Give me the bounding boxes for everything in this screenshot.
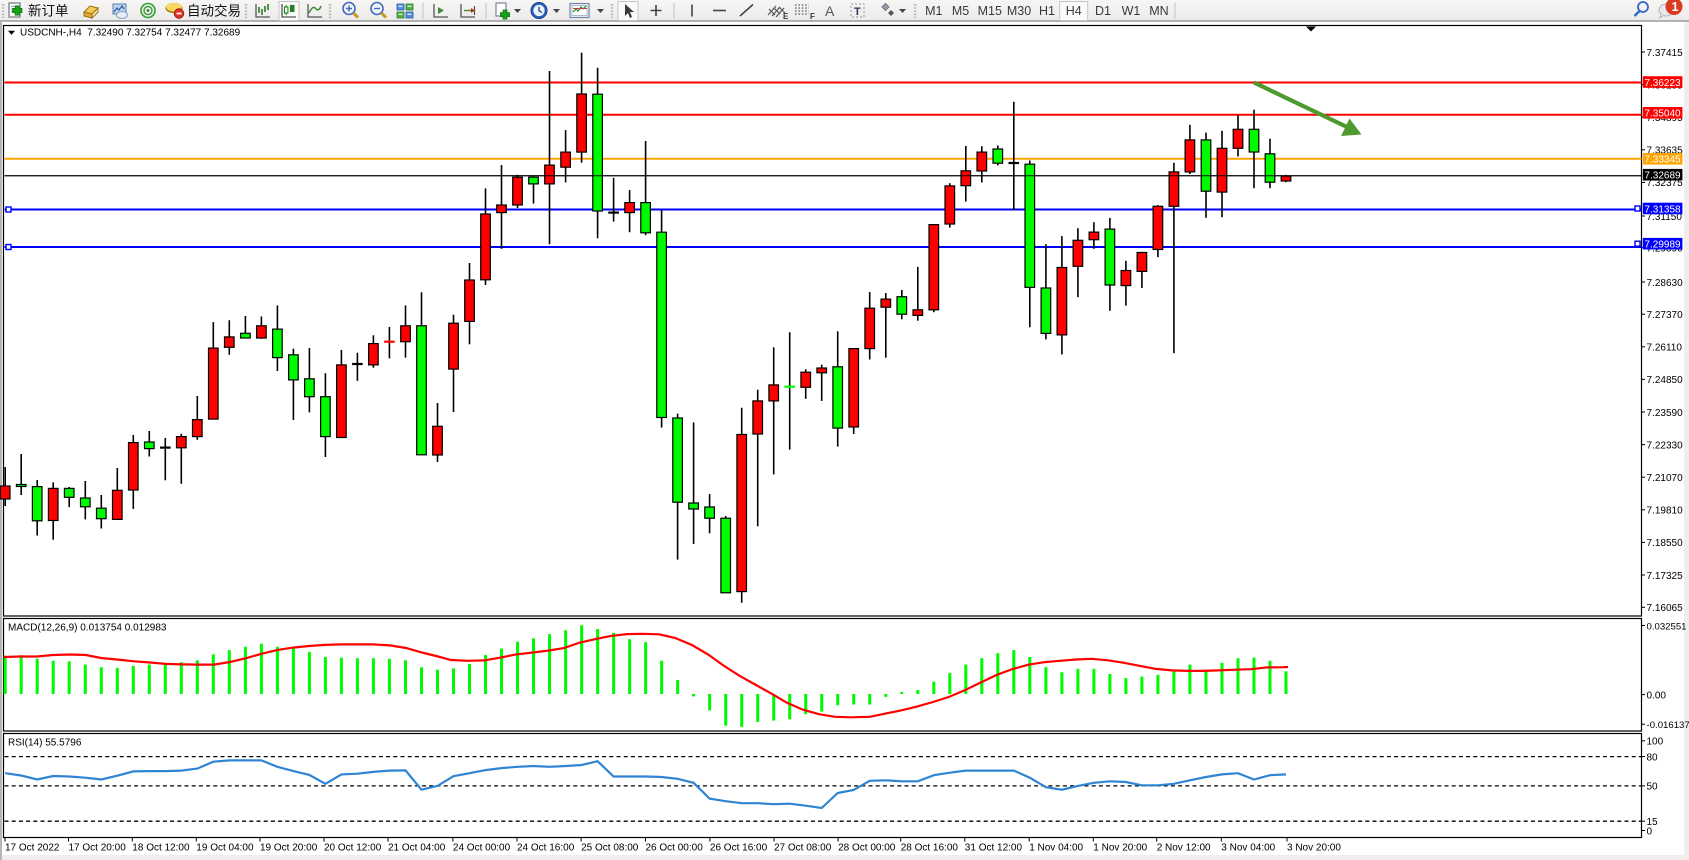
svg-text:7.26110: 7.26110	[1647, 343, 1683, 354]
svg-text:7.22330: 7.22330	[1647, 440, 1684, 451]
svg-text:7.18550: 7.18550	[1647, 538, 1684, 549]
svg-text:3 Nov 04:00: 3 Nov 04:00	[1221, 843, 1275, 854]
svg-text:17 Oct 20:00: 17 Oct 20:00	[69, 843, 127, 854]
svg-text:自动交易: 自动交易	[187, 3, 241, 19]
svg-text:15: 15	[1647, 817, 1659, 828]
svg-text:3 Nov 20:00: 3 Nov 20:00	[1287, 843, 1341, 854]
svg-text:7.31358: 7.31358	[1644, 204, 1681, 215]
svg-text:7.32689: 7.32689	[1644, 171, 1681, 182]
svg-text:2 Nov 12:00: 2 Nov 12:00	[1157, 843, 1211, 854]
svg-text:7.31150: 7.31150	[1647, 212, 1683, 223]
svg-text:0.032551: 0.032551	[1647, 621, 1687, 632]
svg-text:7.28630: 7.28630	[1647, 278, 1684, 289]
svg-text:7.27370: 7.27370	[1647, 310, 1684, 321]
svg-text:A: A	[825, 3, 835, 19]
svg-text:7.24850: 7.24850	[1647, 375, 1684, 386]
svg-text:MACD(12,26,9) 0.013754 0.01298: MACD(12,26,9) 0.013754 0.012983	[8, 623, 167, 634]
svg-text:28 Oct 00:00: 28 Oct 00:00	[838, 843, 896, 854]
svg-text:7.17325: 7.17325	[1647, 571, 1684, 582]
svg-text:USDCNH-,H4 7.32490 7.32754 7.: USDCNH-,H4 7.32490 7.32754 7.32477 7.326…	[20, 27, 241, 38]
svg-text:M1: M1	[925, 4, 942, 18]
svg-text:28 Oct 16:00: 28 Oct 16:00	[901, 843, 959, 854]
svg-text:1 Nov 04:00: 1 Nov 04:00	[1029, 843, 1083, 854]
svg-text:H4: H4	[1066, 4, 1082, 18]
svg-text:1: 1	[1672, 0, 1679, 14]
svg-text:RSI(14) 55.5796: RSI(14) 55.5796	[8, 738, 82, 749]
svg-text:21 Oct 04:00: 21 Oct 04:00	[388, 843, 446, 854]
svg-text:7.19810: 7.19810	[1647, 506, 1684, 517]
svg-text:24 Oct 16:00: 24 Oct 16:00	[517, 843, 575, 854]
svg-text:27 Oct 08:00: 27 Oct 08:00	[774, 843, 832, 854]
svg-text:M5: M5	[952, 4, 969, 18]
svg-text:31 Oct 12:00: 31 Oct 12:00	[965, 843, 1023, 854]
svg-text:26 Oct 16:00: 26 Oct 16:00	[710, 843, 768, 854]
svg-text:7.36223: 7.36223	[1644, 78, 1681, 89]
svg-text:24 Oct 00:00: 24 Oct 00:00	[453, 843, 511, 854]
svg-text:50: 50	[1647, 782, 1659, 793]
svg-text:26 Oct 00:00: 26 Oct 00:00	[646, 843, 704, 854]
svg-text:7.16065: 7.16065	[1647, 603, 1684, 614]
svg-text:E: E	[783, 12, 789, 21]
svg-text:7.37415: 7.37415	[1647, 48, 1684, 59]
svg-text:W1: W1	[1122, 4, 1141, 18]
svg-text:100: 100	[1647, 737, 1664, 748]
svg-text:M15: M15	[978, 4, 1002, 18]
svg-text:7.23590: 7.23590	[1647, 408, 1684, 419]
svg-text:7.33345: 7.33345	[1644, 155, 1681, 166]
svg-text:1 Nov 20:00: 1 Nov 20:00	[1093, 843, 1147, 854]
svg-text:M30: M30	[1007, 4, 1031, 18]
svg-text:0.00: 0.00	[1647, 690, 1667, 701]
svg-text:-0.016137: -0.016137	[1647, 720, 1689, 731]
svg-text:F: F	[810, 12, 815, 21]
svg-text:19 Oct 04:00: 19 Oct 04:00	[196, 843, 254, 854]
svg-text:19 Oct 20:00: 19 Oct 20:00	[260, 843, 318, 854]
svg-text:H1: H1	[1039, 4, 1055, 18]
svg-text:20 Oct 12:00: 20 Oct 12:00	[324, 843, 382, 854]
svg-text:D1: D1	[1095, 4, 1111, 18]
svg-text:80: 80	[1647, 752, 1659, 763]
svg-text:7.35040: 7.35040	[1644, 109, 1681, 120]
svg-text:25 Oct 08:00: 25 Oct 08:00	[581, 843, 639, 854]
svg-text:18 Oct 12:00: 18 Oct 12:00	[132, 843, 190, 854]
svg-text:7.21070: 7.21070	[1647, 473, 1684, 484]
svg-text:17 Oct 2022: 17 Oct 2022	[5, 843, 60, 854]
svg-text:T: T	[854, 6, 861, 18]
svg-text:7.33635: 7.33635	[1647, 146, 1684, 157]
svg-text:7.32375: 7.32375	[1647, 178, 1684, 189]
svg-text:新订单: 新订单	[28, 4, 69, 19]
svg-text:7.29989: 7.29989	[1644, 240, 1681, 251]
svg-text:0: 0	[1647, 826, 1653, 837]
svg-text:MN: MN	[1149, 4, 1168, 18]
